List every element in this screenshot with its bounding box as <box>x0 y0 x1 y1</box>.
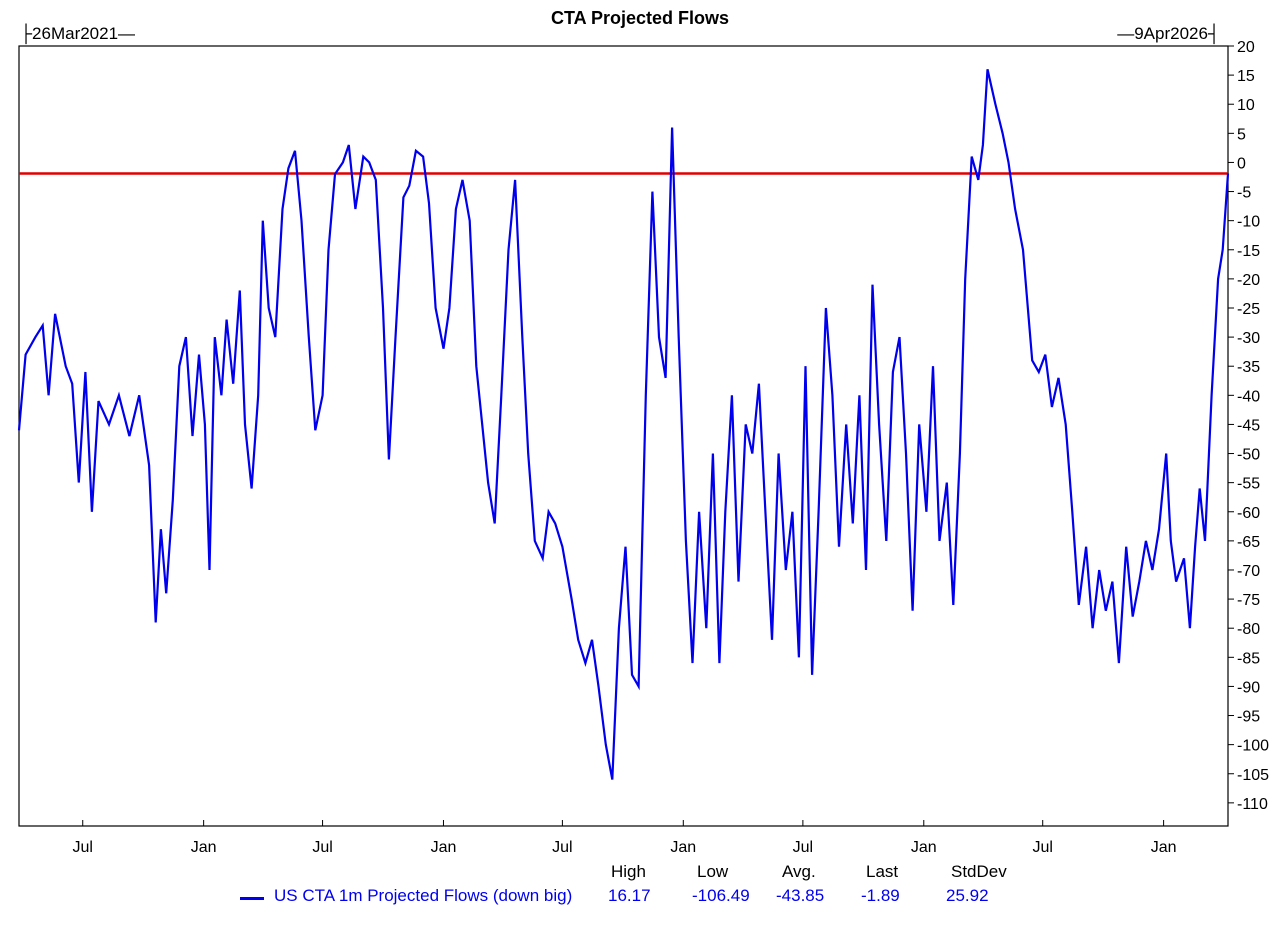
stat-header-low: Low <box>697 862 729 881</box>
y-tick-label: -75 <box>1237 592 1260 609</box>
y-tick-label: -35 <box>1237 359 1260 376</box>
x-tick-label: Jul <box>73 839 93 856</box>
stat-value-stddev: 25.92 <box>946 886 989 905</box>
y-tick-label: -100 <box>1237 738 1269 755</box>
stat-value-avg: -43.85 <box>776 886 825 905</box>
y-tick-label: -90 <box>1237 679 1260 696</box>
y-tick-label: -80 <box>1237 621 1260 638</box>
y-tick-label: -65 <box>1237 534 1260 551</box>
x-tick-label: Jul <box>793 839 813 856</box>
y-tick-label: -105 <box>1237 767 1269 784</box>
y-tick-label: -40 <box>1237 388 1260 405</box>
y-tick-label: -15 <box>1237 243 1260 260</box>
y-axis: 20 15 10 5 0 -5 -10 -15 -20 -25 -30 -35 -40 -45 -50 -55… <box>1228 39 1269 813</box>
y-tick-label: 20 <box>1237 39 1255 56</box>
chart-title: CTA Projected Flows <box>550 8 730 28</box>
start-date-label: ├26Mar2021— <box>20 24 136 43</box>
x-tick-label: Jan <box>431 839 457 856</box>
y-tick-label: -110 <box>1237 796 1268 813</box>
y-tick-label: -60 <box>1237 505 1260 522</box>
y-tick-label: -55 <box>1237 476 1260 493</box>
x-tick-label: Jan <box>191 839 217 856</box>
x-tick-label: Jan <box>911 839 937 856</box>
y-tick-label: 0 <box>1237 155 1246 172</box>
y-tick-label: -5 <box>1237 185 1251 202</box>
x-tick-label: Jul <box>552 839 572 856</box>
y-tick-label: 10 <box>1237 97 1255 114</box>
y-tick-label: 5 <box>1237 126 1246 143</box>
x-axis: Jul Jan Jul Jan Jul Jan Jul Jan Jul Jan <box>73 820 1177 856</box>
y-tick-label: -25 <box>1237 301 1260 318</box>
stat-value-last: -1.89 <box>861 886 900 905</box>
y-tick-label: -70 <box>1237 563 1260 580</box>
x-tick-label: Jul <box>312 839 332 856</box>
series-line <box>17 69 1230 780</box>
stat-header-stddev: StdDev <box>951 862 1007 881</box>
y-tick-label: 15 <box>1237 68 1255 85</box>
y-tick-label: -95 <box>1237 709 1260 726</box>
y-tick-label: -20 <box>1237 272 1260 289</box>
stat-header-last: Last <box>866 862 899 881</box>
legend-series-name: US CTA 1m Projected Flows (down big) <box>274 886 573 905</box>
x-tick-label: Jul <box>1032 839 1052 856</box>
x-tick-label: Jan <box>670 839 696 856</box>
y-tick-label: -50 <box>1237 447 1260 464</box>
stat-value-low: -106.49 <box>692 886 750 905</box>
end-date-label: —9Apr2026┤ <box>1117 24 1220 43</box>
stat-value-high: 16.17 <box>608 886 651 905</box>
x-tick-label: Jan <box>1151 839 1177 856</box>
y-tick-label: -30 <box>1237 330 1260 347</box>
y-tick-label: -10 <box>1237 214 1260 231</box>
legend-swatch <box>240 897 264 900</box>
stat-header-high: High <box>611 862 646 881</box>
line-chart: 20 15 10 5 0 -5 -10 -15 -20 -25 -30 -35 -40 -45 -50 -55… <box>17 39 1269 856</box>
plot-frame <box>18 45 1229 827</box>
stat-header-avg: Avg. <box>782 862 816 881</box>
y-tick-label: -85 <box>1237 650 1260 667</box>
y-tick-label: -45 <box>1237 417 1260 434</box>
